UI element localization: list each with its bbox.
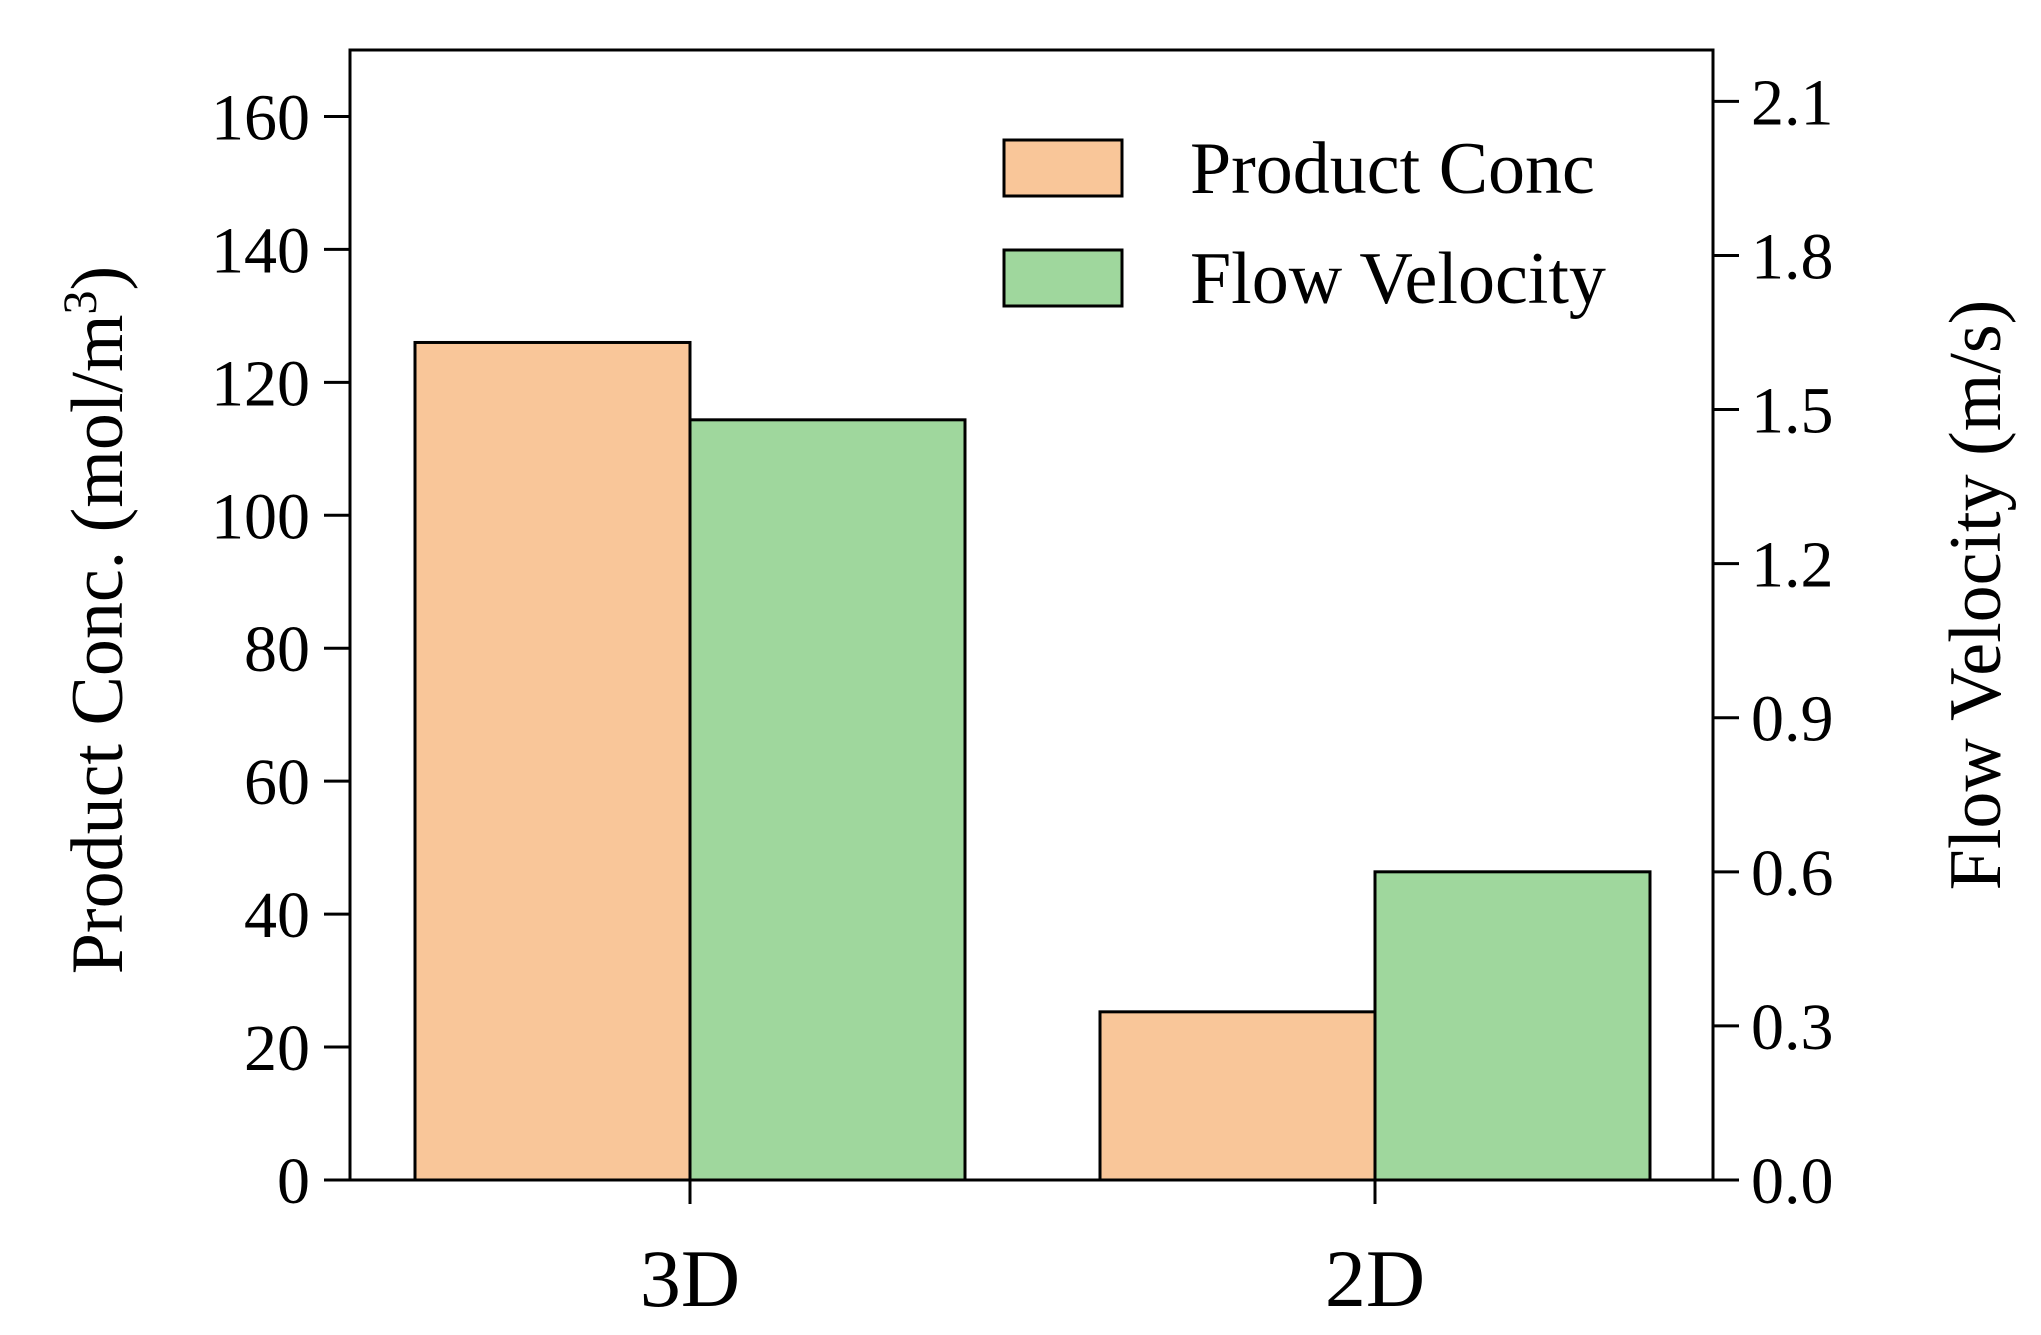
left-axis-title: Product Conc. (mol/m3) bbox=[54, 266, 139, 974]
right-axis-title: Flow Velocity (m/s) bbox=[1935, 300, 2017, 891]
left-tick-label: 40 bbox=[244, 879, 310, 952]
right-tick-label: 1.5 bbox=[1751, 375, 1834, 448]
right-tick-label: 1.8 bbox=[1751, 220, 1834, 293]
bar-product-conc-3d bbox=[413, 340, 692, 1182]
right-tick-label: 0.6 bbox=[1751, 837, 1834, 910]
left-tick-label: 140 bbox=[211, 214, 310, 287]
bars bbox=[413, 340, 1652, 1182]
bar-flow-velocity-2d bbox=[1373, 870, 1652, 1182]
category-label: 3D bbox=[640, 1233, 740, 1324]
right-tick-label: 1.2 bbox=[1751, 529, 1834, 602]
right-tick-label: 0.3 bbox=[1751, 991, 1834, 1064]
left-axis-title-close: ) bbox=[57, 266, 139, 291]
left-tick-label: 0 bbox=[277, 1145, 310, 1218]
right-tick-label: 0.9 bbox=[1751, 683, 1834, 756]
bar-flow-velocity-3d bbox=[688, 418, 967, 1182]
left-tick-label: 120 bbox=[211, 347, 310, 420]
left-tick-label: 20 bbox=[244, 1012, 310, 1085]
left-tick-label: 60 bbox=[244, 746, 310, 819]
right-tick-label: 2.1 bbox=[1751, 66, 1834, 139]
left-tick-label: 80 bbox=[244, 613, 310, 686]
plot-frame bbox=[348, 48, 1715, 1182]
left-axis-title-superscript: 3 bbox=[54, 290, 107, 314]
legend-swatch bbox=[1002, 138, 1124, 198]
category-label: 2D bbox=[1325, 1233, 1425, 1324]
left-axis: 0 20 40 60 80 100 120 140 160 bbox=[211, 81, 350, 1218]
legend-label: Product Conc bbox=[1190, 128, 1595, 210]
right-axis: 0.0 0.3 0.6 0.9 1.2 1.5 1.8 2.1 bbox=[1713, 66, 1834, 1218]
right-tick-label: 0.0 bbox=[1751, 1145, 1834, 1218]
left-tick-label: 100 bbox=[211, 480, 310, 553]
plot-area bbox=[348, 48, 1715, 1182]
legend-label: Flow Velocity bbox=[1190, 238, 1606, 320]
legend: Product Conc Flow Velocity bbox=[1002, 128, 1606, 320]
left-axis-title-main: Product Conc. (mol/m bbox=[57, 314, 139, 974]
left-tick-label: 160 bbox=[211, 81, 310, 154]
x-axis: 3D 2D bbox=[640, 1180, 1425, 1324]
legend-swatch bbox=[1002, 248, 1124, 308]
bar-product-conc-2d bbox=[1098, 1010, 1377, 1182]
